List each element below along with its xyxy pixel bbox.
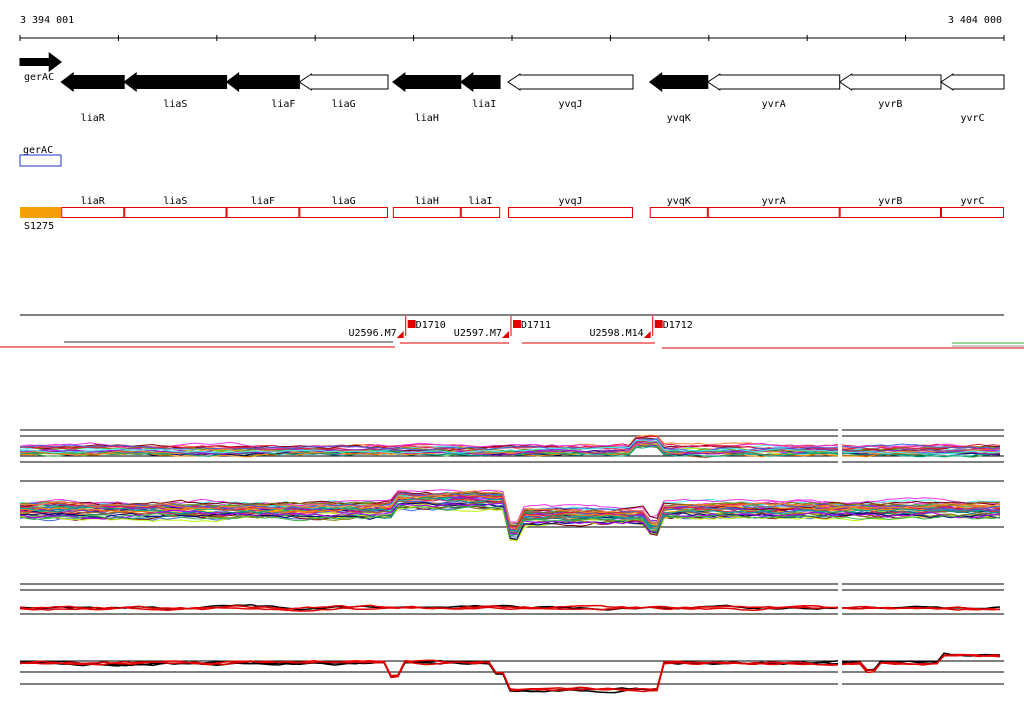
- gene-arrow-liaF[interactable]: [225, 72, 300, 92]
- panel2-trace: [19, 505, 1001, 537]
- segment-label-U2597.M7: U2597.M7: [454, 328, 502, 339]
- panel2-trace: [19, 494, 1001, 530]
- gene-box-label-liaR: liaR: [81, 196, 106, 207]
- gene-box-liaR[interactable]: [61, 207, 125, 218]
- gene-box-liaI[interactable]: [460, 207, 501, 218]
- gene-box-yvqJ[interactable]: [508, 207, 634, 218]
- gene-box-yvrA[interactable]: [707, 207, 840, 218]
- gene-arrow-yvqK[interactable]: [648, 72, 709, 92]
- panel4-trace: [19, 653, 1001, 693]
- gene-box-label-liaF: liaF: [251, 196, 275, 207]
- gene-box-liaG[interactable]: [299, 207, 388, 218]
- segment-end-marker: [396, 331, 404, 338]
- gene-box-yvqK[interactable]: [649, 207, 708, 218]
- expression-panels: [19, 425, 1004, 694]
- panel-gap: [838, 578, 842, 688]
- gene-arrow-liaR[interactable]: [60, 71, 125, 93]
- gene-label-yvqJ: yvqJ: [558, 99, 582, 110]
- gene-label-yvrA: yvrA: [762, 99, 786, 110]
- segment-label-D1711: D1711: [521, 320, 551, 331]
- gene-box-yvrC[interactable]: [941, 207, 1005, 218]
- panel2-trace: [19, 490, 1001, 524]
- blue-feature-label: gerAC: [23, 145, 53, 156]
- segment-end-marker: [643, 331, 651, 338]
- ruler-start-label: 3 394 001: [20, 15, 74, 26]
- panel-gap: [838, 425, 842, 470]
- panel2-trace: [19, 502, 1001, 535]
- segment-track: U2596.M7 D1710 U2597.M7 D1711 U2598.M14 D1712: [0, 314, 1024, 349]
- panel1-trace: [19, 438, 1001, 452]
- gene-label-gerAC: gerAC: [24, 72, 54, 83]
- orange-feature-label: S1275: [24, 221, 54, 232]
- panel1-trace: [19, 440, 1001, 452]
- gene-label-yvrB: yvrB: [878, 99, 902, 110]
- gene-label-yvrC: yvrC: [960, 113, 984, 124]
- gene-box-track: S1275 liaR liaS liaF liaG liaH liaI yvqJ yvqK yv…: [20, 196, 1005, 232]
- gene-box-liaS[interactable]: [124, 207, 227, 218]
- gene-box-label-yvqJ: yvqJ: [558, 196, 582, 207]
- panel1-trace: [19, 444, 1001, 458]
- gene-label-liaG: liaG: [332, 99, 356, 110]
- coordinate-ruler: 3 394 001 3 404 000: [19, 15, 1005, 41]
- blue-feature-box[interactable]: [19, 154, 62, 167]
- panel1-trace: [19, 438, 1001, 450]
- panel4-trace: [19, 653, 1001, 691]
- segment-label-U2596.M7: U2596.M7: [349, 328, 397, 339]
- gene-box-label-liaG: liaG: [332, 196, 356, 207]
- gene-box-label-liaH: liaH: [415, 196, 439, 207]
- gene-arrow-liaG[interactable]: [298, 73, 389, 91]
- gene-arrow-gerAC[interactable]: [19, 52, 63, 72]
- panel1-trace: [19, 434, 1001, 451]
- gene-box-label-liaI: liaI: [468, 196, 492, 207]
- gene-box-label-yvrC: yvrC: [960, 196, 984, 207]
- panel2-trace: [20, 497, 1001, 532]
- segment-start-marker: [654, 320, 663, 328]
- gene-box-yvrB[interactable]: [839, 207, 942, 218]
- gene-arrow-yvrB[interactable]: [838, 73, 942, 91]
- segment-start-marker: [407, 320, 416, 328]
- blue-feature-track: gerAC: [19, 145, 62, 167]
- panel3-trace: [19, 604, 1001, 612]
- ruler-ticks: [19, 35, 1005, 41]
- gene-box-label-yvqK: yvqK: [667, 196, 691, 207]
- gene-arrow-liaS[interactable]: [123, 72, 228, 92]
- panel4-trace: [19, 652, 1001, 694]
- panel4-trace: [19, 654, 1001, 693]
- segment-end-marker: [501, 331, 509, 338]
- ruler-end-label: 3 404 000: [948, 15, 1002, 26]
- gene-label-liaR: liaR: [81, 113, 106, 124]
- gene-arrow-yvqJ[interactable]: [507, 73, 634, 91]
- gene-box-liaF[interactable]: [226, 207, 300, 218]
- segment-label-D1712: D1712: [663, 320, 693, 331]
- gene-box-liaH[interactable]: [392, 207, 461, 218]
- gene-box-label-yvrB: yvrB: [878, 196, 902, 207]
- gene-label-liaI: liaI: [472, 99, 496, 110]
- gene-arrow-track: gerAC liaR liaS liaF liaG liaH liaI yvqJ yvqK yvr…: [19, 52, 1005, 124]
- panel1-trace: [19, 439, 1001, 455]
- gene-arrow-liaI[interactable]: [459, 72, 501, 92]
- orange-feature-box[interactable]: [20, 207, 61, 218]
- segment-label-U2598.M14: U2598.M14: [590, 328, 644, 339]
- panel1-trace: [19, 441, 1001, 457]
- gene-arrow-yvrA[interactable]: [706, 73, 841, 91]
- segment-label-D1710: D1710: [416, 320, 446, 331]
- gene-box-label-liaS: liaS: [163, 196, 187, 207]
- gene-label-liaS: liaS: [163, 99, 187, 110]
- gene-arrow-liaH[interactable]: [392, 72, 462, 92]
- gene-arrow-yvrC[interactable]: [940, 73, 1005, 91]
- segment-start-marker: [512, 320, 521, 328]
- gene-label-yvqK: yvqK: [667, 113, 691, 124]
- gene-box-label-yvrA: yvrA: [762, 196, 786, 207]
- gene-label-liaF: liaF: [271, 99, 295, 110]
- gene-label-liaH: liaH: [415, 113, 439, 124]
- panel2-trace: [19, 505, 1001, 542]
